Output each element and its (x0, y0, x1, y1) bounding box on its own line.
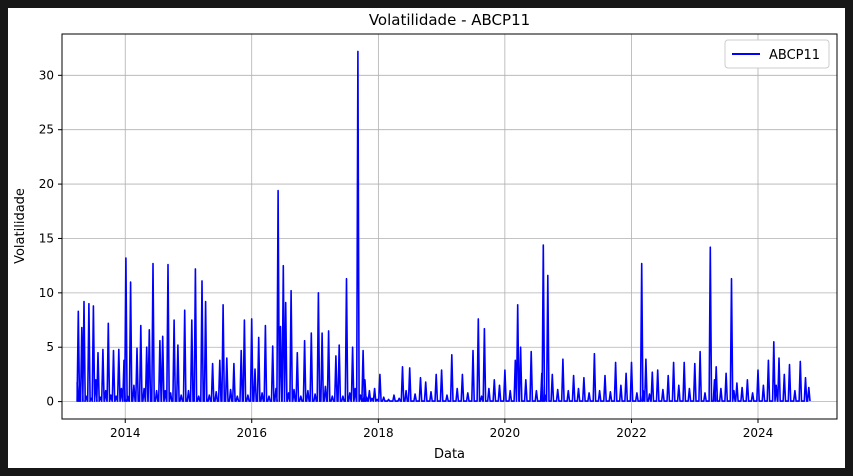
chart-figure: 2014 2016 2018 2020 2022 2024 0 5 10 15 20 25 30 Vo… (8, 8, 845, 468)
y-tick-label: 25 (39, 123, 54, 137)
y-tick-label: 30 (39, 68, 54, 82)
y-tick-label: 10 (39, 286, 54, 300)
y-axis-label: Volatilidade (13, 188, 28, 264)
x-tick-label: 2020 (490, 426, 521, 440)
x-tick-label: 2024 (743, 426, 774, 440)
x-axis-label: Data (434, 447, 465, 462)
y-tick-label: 0 (46, 395, 54, 409)
x-tick-label: 2022 (616, 426, 647, 440)
y-tick-label: 5 (46, 340, 54, 354)
legend: ABCP11 (724, 39, 830, 69)
legend-label-abcp11: ABCP11 (769, 48, 820, 63)
plot-border (61, 33, 838, 420)
y-tick-label: 20 (39, 177, 54, 191)
series-line-abcp11 (76, 50, 811, 402)
legend-box (724, 39, 830, 69)
chart-title: Volatilidade - ABCP11 (369, 11, 530, 29)
volatility-line-chart: 2014 2016 2018 2020 2022 2024 0 5 10 15 20 25 30 Vo… (13, 11, 838, 462)
y-tick-label: 15 (39, 231, 54, 245)
x-tick-label: 2016 (236, 426, 267, 440)
x-tick-label: 2014 (110, 426, 141, 440)
x-tick-label: 2018 (363, 426, 394, 440)
